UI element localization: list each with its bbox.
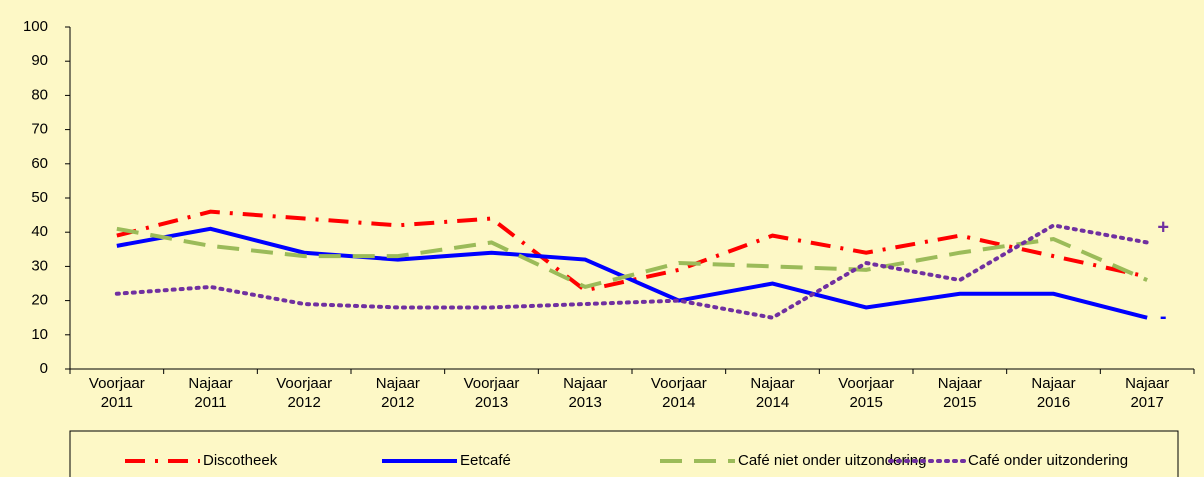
legend-box bbox=[69, 430, 1179, 477]
x-tick-label: Najaar 2016 bbox=[1031, 375, 1075, 411]
y-tick-label: 20 bbox=[31, 292, 48, 309]
y-tick-label: 40 bbox=[31, 223, 48, 240]
x-tick-label: Najaar 2011 bbox=[188, 375, 232, 411]
y-tick-label: 0 bbox=[40, 360, 48, 377]
y-tick-label: 10 bbox=[31, 326, 48, 343]
series-line bbox=[116, 209, 1148, 293]
legend-label: Café onder uitzondering bbox=[968, 452, 1128, 469]
x-tick-label: Najaar 2015 bbox=[938, 375, 982, 411]
x-tick-label: Najaar 2017 bbox=[1125, 375, 1169, 411]
legend-label: Discotheek bbox=[203, 452, 278, 469]
annotation: - bbox=[1160, 306, 1167, 328]
x-tick-label: Najaar 2014 bbox=[750, 375, 794, 411]
y-tick-label: 30 bbox=[31, 257, 48, 274]
y-tick-label: 70 bbox=[31, 121, 48, 138]
x-tick-label: Voorjaar 2011 bbox=[89, 375, 145, 411]
x-tick-label: Voorjaar 2012 bbox=[276, 375, 332, 411]
x-tick-label: Najaar 2013 bbox=[563, 375, 607, 411]
x-tick-label: Najaar 2012 bbox=[376, 375, 420, 411]
y-tick-label: 60 bbox=[31, 155, 48, 172]
y-tick-label: 50 bbox=[31, 189, 48, 206]
annotation: + bbox=[1157, 217, 1169, 239]
legend-label: Eetcafé bbox=[460, 452, 511, 469]
x-tick-label: Voorjaar 2014 bbox=[651, 375, 707, 411]
x-tick-label: Voorjaar 2015 bbox=[838, 375, 894, 411]
x-tick-label: Voorjaar 2013 bbox=[464, 375, 520, 411]
series-line bbox=[116, 226, 1148, 290]
series-line bbox=[114, 223, 1150, 320]
legend-label: Café niet onder uitzondering bbox=[738, 452, 926, 469]
series-line bbox=[116, 226, 1148, 320]
y-tick-label: 90 bbox=[31, 52, 48, 69]
y-tick-label: 80 bbox=[31, 86, 48, 103]
y-tick-label: 100 bbox=[23, 18, 48, 35]
